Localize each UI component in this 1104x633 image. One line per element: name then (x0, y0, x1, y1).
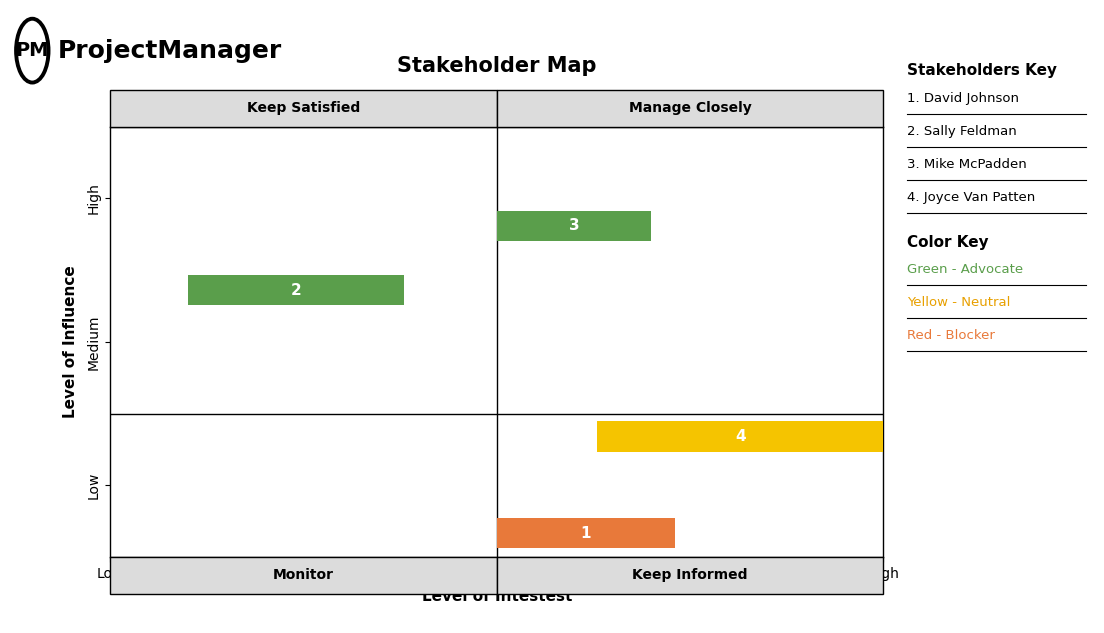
Text: Green - Advocate: Green - Advocate (907, 263, 1023, 277)
Text: 1: 1 (581, 526, 591, 541)
Text: 3. Mike McPadden: 3. Mike McPadden (907, 158, 1027, 171)
Text: 4: 4 (735, 429, 745, 444)
Text: Keep Informed: Keep Informed (633, 568, 747, 582)
Bar (597, 422, 883, 451)
Text: Color Key: Color Key (907, 235, 989, 250)
Circle shape (17, 19, 49, 82)
Text: Manage Closely: Manage Closely (628, 101, 752, 115)
X-axis label: Level of Intestest: Level of Intestest (422, 589, 572, 604)
Text: Yellow - Neutral: Yellow - Neutral (907, 296, 1011, 310)
Text: PM: PM (15, 41, 49, 60)
Text: Monitor: Monitor (273, 568, 335, 582)
Bar (497, 518, 675, 548)
Bar (188, 275, 404, 305)
Text: Keep Satisfied: Keep Satisfied (247, 101, 360, 115)
Text: Stakeholder Map: Stakeholder Map (397, 56, 596, 77)
Text: Stakeholders Key: Stakeholders Key (907, 63, 1058, 78)
Text: 3: 3 (569, 218, 580, 233)
Text: 2: 2 (290, 283, 301, 298)
Text: 4. Joyce Van Patten: 4. Joyce Van Patten (907, 191, 1036, 204)
Text: 1. David Johnson: 1. David Johnson (907, 92, 1019, 105)
Bar (497, 90, 883, 127)
Y-axis label: Level of Influence: Level of Influence (63, 265, 78, 418)
Bar (497, 211, 651, 241)
Bar (110, 90, 497, 127)
Text: ProjectManager: ProjectManager (57, 39, 282, 63)
Text: Red - Blocker: Red - Blocker (907, 329, 996, 342)
Bar (110, 557, 497, 594)
Text: 2. Sally Feldman: 2. Sally Feldman (907, 125, 1017, 138)
Bar (497, 557, 883, 594)
